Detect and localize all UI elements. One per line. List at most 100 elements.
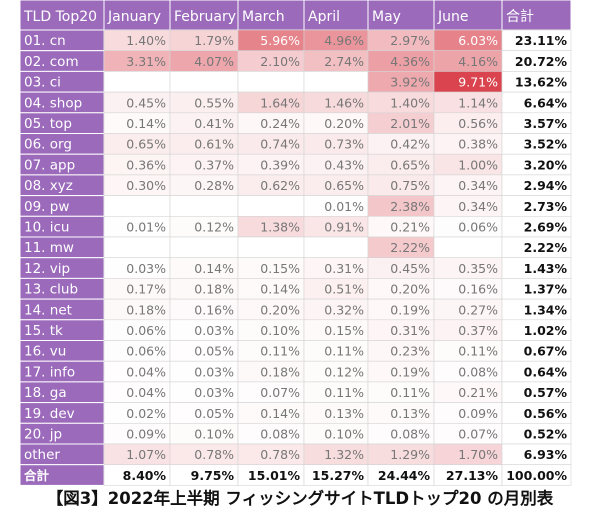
heat-cell-value: 0.14% (126, 116, 166, 131)
heat-cell-value: 4.16% (458, 54, 498, 69)
row-total-value: 13.62% (515, 75, 568, 90)
heat-cell-value: 0.04% (126, 385, 166, 400)
heat-cell-value: 0.21% (458, 385, 498, 400)
month-total-value: 27.13% (446, 468, 499, 483)
heat-cell-value: 0.08% (390, 427, 430, 442)
heat-cell-value: 2.97% (390, 33, 430, 48)
heat-cell-value: 4.96% (324, 33, 364, 48)
month-header-label: March (242, 9, 285, 25)
month-total-value: 8.40% (123, 468, 167, 483)
heat-cell-value: 9.71% (458, 75, 498, 90)
heat-cell-value: 2.01% (390, 116, 430, 131)
tld-label: 05. top (24, 116, 72, 132)
tld-label: 11. mw (24, 240, 74, 256)
month-header-label: April (308, 9, 340, 25)
heat-cell-value: 0.55% (194, 95, 234, 110)
heat-cell-value: 0.24% (260, 116, 300, 131)
heat-cell-value: 5.96% (260, 33, 300, 48)
tld-label: 15. tk (24, 323, 63, 339)
heat-cell-value: 0.20% (390, 282, 430, 297)
heat-cell (303, 236, 369, 259)
month-header-cell (237, 0, 305, 31)
heat-cell-value: 0.10% (260, 323, 300, 338)
heat-cell-value: 0.11% (390, 385, 430, 400)
heat-cell-value: 0.27% (458, 302, 498, 317)
heat-cell-value: 1.38% (260, 220, 300, 235)
heat-cell-value: 0.14% (260, 406, 300, 421)
heat-cell-value: 1.64% (260, 95, 300, 110)
heat-cell-value: 0.74% (260, 137, 300, 152)
heat-cell-value: 2.22% (390, 240, 430, 255)
heat-cell-value: 0.45% (126, 95, 166, 110)
month-header-cell (367, 0, 435, 31)
row-total-value: 2.73% (524, 199, 568, 214)
heat-cell-value: 0.11% (458, 344, 498, 359)
heat-cell-value: 1.40% (390, 95, 430, 110)
row-total-value: 3.20% (524, 157, 568, 172)
row-total-value: 0.57% (524, 385, 568, 400)
totals-label: 合計 (24, 468, 50, 483)
month-header-cell (169, 0, 239, 31)
row-total-value: 2.69% (524, 220, 568, 235)
heat-cell-value: 0.56% (458, 116, 498, 131)
heat-cell-value: 0.13% (390, 406, 430, 421)
total-header-cell (501, 0, 572, 31)
heat-cell-value: 0.65% (126, 137, 166, 152)
heat-cell-value: 1.14% (458, 95, 498, 110)
heat-cell-value: 0.37% (458, 323, 498, 338)
heat-cell-value: 1.79% (194, 33, 234, 48)
heat-cell-value: 0.07% (260, 385, 300, 400)
heat-cell-value: 0.12% (194, 220, 234, 235)
row-total-value: 0.64% (524, 364, 568, 379)
heat-cell-value: 0.03% (194, 364, 234, 379)
tld-label: 12. vip (24, 261, 70, 277)
month-header-label: May (372, 9, 401, 25)
heat-cell-value: 0.10% (324, 427, 364, 442)
month-total-value: 24.44% (378, 468, 431, 483)
heat-cell-value: 0.39% (260, 157, 300, 172)
tld-label: 08. xyz (24, 178, 73, 194)
heat-cell-value: 0.15% (260, 261, 300, 276)
tld-label: 10. icu (24, 220, 70, 236)
heat-cell-value: 2.10% (260, 54, 300, 69)
heat-cell-value: 0.41% (194, 116, 234, 131)
tld-label: 06. org (24, 137, 72, 153)
heat-cell-value: 0.35% (458, 261, 498, 276)
heat-cell-value: 0.91% (324, 220, 364, 235)
heat-cell-value: 0.06% (458, 220, 498, 235)
heat-cell-value: 0.16% (458, 282, 498, 297)
tld-label: 13. club (24, 282, 78, 298)
tld-label: 16. vu (24, 344, 66, 360)
heat-cell-value: 0.09% (126, 427, 166, 442)
heat-cell-value: 0.14% (194, 261, 234, 276)
heat-cell (169, 195, 239, 217)
heat-cell (303, 71, 369, 93)
heat-cell-value: 2.38% (390, 199, 430, 214)
heat-cell-value: 0.07% (458, 427, 498, 442)
heat-cell-value: 0.78% (194, 447, 234, 462)
row-total-value: 3.52% (524, 137, 568, 152)
row-total-value: 20.72% (515, 54, 568, 69)
row-total-value: 2.22% (524, 240, 568, 255)
heat-cell-value: 0.01% (324, 199, 364, 214)
heat-cell-value: 0.04% (126, 364, 166, 379)
tld-label: 19. dev (24, 406, 75, 422)
tld-label: 14. net (24, 302, 72, 318)
heat-cell-value: 4.36% (390, 54, 430, 69)
heat-cell (237, 195, 305, 217)
heat-cell-value: 0.06% (126, 344, 166, 359)
tld-label: 02. com (24, 54, 79, 70)
heat-cell-value: 0.36% (126, 157, 166, 172)
heat-cell (103, 195, 171, 217)
row-total-value: 1.43% (524, 261, 568, 276)
heat-cell (103, 236, 171, 259)
tld-label: 18. ga (24, 385, 67, 401)
heat-cell-value: 0.06% (126, 323, 166, 338)
tld-label: 17. info (24, 364, 75, 380)
heat-cell (103, 71, 171, 93)
heat-cell-value: 0.03% (126, 261, 166, 276)
row-total-value: 0.56% (524, 406, 568, 421)
heat-cell (237, 71, 305, 93)
heat-cell (237, 236, 305, 259)
heat-cell-value: 0.11% (324, 385, 364, 400)
